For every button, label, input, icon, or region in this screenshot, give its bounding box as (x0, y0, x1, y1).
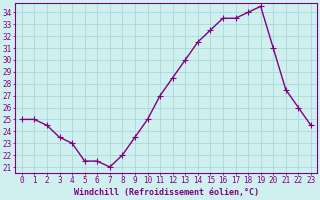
X-axis label: Windchill (Refroidissement éolien,°C): Windchill (Refroidissement éolien,°C) (74, 188, 259, 197)
